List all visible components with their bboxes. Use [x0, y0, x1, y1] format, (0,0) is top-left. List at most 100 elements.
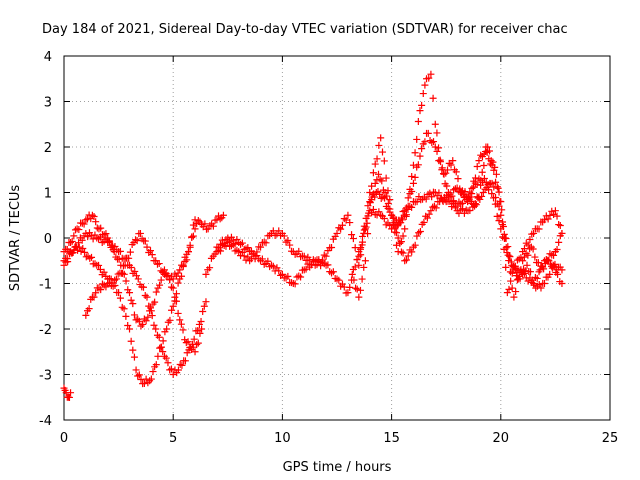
data-point-fill — [485, 147, 493, 155]
data-point-fill — [329, 268, 337, 276]
data-point-fill — [443, 182, 451, 190]
data-point-fill — [352, 284, 360, 292]
data-point-fill — [492, 193, 500, 201]
data-point — [503, 289, 511, 297]
data-point-fill — [184, 338, 192, 346]
data-point-fill — [144, 313, 152, 321]
data-point-fill — [125, 254, 133, 262]
data-point-fill — [167, 365, 175, 373]
data-point-fill — [155, 333, 163, 341]
data-point-fill — [134, 372, 142, 380]
data-point-fill — [383, 192, 391, 200]
data-point-fill — [535, 280, 543, 288]
data-point-fill — [251, 252, 259, 260]
data-point-fill — [528, 276, 536, 284]
data-point-fill — [553, 246, 561, 254]
data-point-fill — [164, 359, 172, 367]
data-point-fill — [435, 157, 443, 165]
data-point-fill — [85, 305, 93, 313]
data-point — [139, 320, 147, 328]
data-point-fill — [556, 222, 564, 230]
data-point-fill — [503, 249, 511, 257]
data-point-fill — [146, 247, 154, 255]
data-point-fill — [79, 244, 87, 252]
data-point — [368, 193, 376, 201]
data-point — [134, 275, 142, 283]
data-point-fill — [493, 212, 501, 220]
data-point-fill — [544, 256, 552, 264]
data-point-fill — [362, 214, 370, 222]
data-point — [374, 170, 382, 178]
data-point-fill — [166, 276, 174, 284]
data-point-fill — [73, 243, 81, 251]
data-point — [95, 225, 103, 233]
x-tick-label: 5 — [169, 431, 177, 446]
data-point-fill — [353, 285, 361, 293]
data-point-fill — [132, 236, 140, 244]
data-point — [115, 289, 123, 297]
data-point-fill — [152, 361, 160, 369]
data-point-fill — [526, 236, 534, 243]
data-point-fill — [478, 168, 486, 176]
data-point-fill — [151, 298, 159, 306]
data-point-fill — [179, 326, 187, 334]
data-point-fill — [64, 258, 72, 266]
data-point-fill — [118, 269, 126, 277]
data-point-fill — [402, 204, 410, 212]
data-point-fill — [450, 197, 458, 205]
data-point-fill — [413, 198, 421, 206]
data-point-fill — [124, 322, 132, 330]
data-point-fill — [413, 232, 421, 240]
data-point-fill — [494, 184, 502, 192]
data-point-fill — [433, 129, 441, 137]
data-point-fill — [411, 173, 419, 181]
data-point-fill — [495, 188, 503, 196]
data-point — [224, 239, 232, 247]
data-point — [394, 234, 402, 242]
data-point-fill — [177, 320, 185, 328]
data-point — [132, 366, 140, 374]
data-point-fill — [499, 222, 507, 230]
data-point-fill — [466, 206, 474, 214]
data-point-fill — [498, 206, 506, 214]
data-point-fill — [533, 274, 541, 282]
data-point — [523, 261, 531, 269]
data-point-fill — [397, 214, 405, 222]
data-point-fill — [506, 268, 514, 276]
data-point-fill — [157, 343, 165, 351]
data-point-fill — [425, 74, 433, 82]
data-point — [213, 216, 221, 224]
data-point-fill — [414, 118, 422, 126]
data-point-fill — [435, 189, 443, 197]
data-point-fill — [150, 321, 158, 329]
data-point-fill — [313, 261, 321, 269]
data-point-fill — [504, 243, 512, 251]
data-point-fill — [174, 269, 182, 277]
data-point-fill — [88, 253, 96, 261]
data-point-fill — [297, 273, 305, 281]
data-point-fill — [324, 261, 332, 269]
data-point-fill — [90, 213, 98, 221]
data-point-fill — [237, 240, 245, 248]
data-point — [416, 107, 424, 115]
data-point-fill — [68, 237, 76, 245]
data-point-fill — [540, 265, 548, 273]
data-point-fill — [335, 276, 343, 284]
data-point-fill — [194, 327, 202, 335]
data-point-fill — [414, 161, 422, 169]
data-point-fill — [358, 275, 366, 283]
data-point-fill — [92, 289, 100, 297]
data-point-fill — [148, 251, 156, 259]
data-point — [257, 243, 265, 251]
data-point — [551, 207, 559, 215]
data-point-fill — [118, 303, 126, 311]
y-tick-label: 2 — [44, 141, 52, 156]
data-point-fill — [370, 190, 378, 198]
data-point-fill — [433, 147, 441, 155]
data-point — [530, 229, 538, 237]
data-point-fill — [426, 189, 434, 197]
data-point — [202, 270, 210, 278]
data-point-fill — [444, 166, 452, 174]
data-point-fill — [275, 227, 283, 235]
data-point-fill — [351, 244, 359, 252]
